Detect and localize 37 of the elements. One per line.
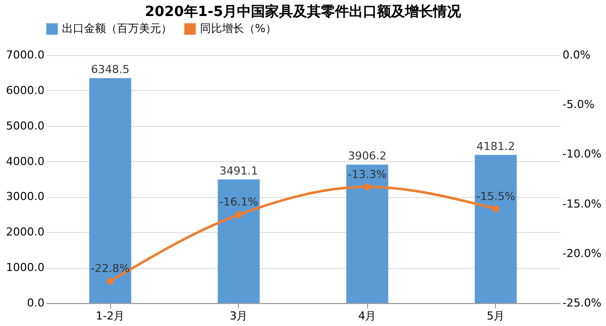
y2-tick-label: -15.0% (562, 197, 602, 210)
bar (346, 164, 388, 303)
y-tick-label: 3000.0 (6, 190, 44, 204)
data-label: -13.3% (348, 168, 387, 181)
data-label: 6348.5 (91, 63, 130, 76)
y2-tick-label: -5.0% (562, 98, 594, 112)
point (106, 278, 114, 285)
y2-tick-label: -20.0% (562, 246, 602, 260)
data-label: 3906.2 (348, 150, 386, 163)
y-tick-label: 4000.0 (6, 154, 44, 168)
legend-label: 出口金额（百万美元） (62, 22, 172, 35)
x-tick-label: 3月 (230, 310, 248, 322)
x-tick-label: 5月 (486, 310, 505, 322)
y-tick-label: 2000.0 (6, 226, 44, 239)
y2-tick-label: -10.0% (562, 148, 602, 161)
legend-label: 同比增长（%） (200, 22, 276, 35)
y-tick-label: 6000.0 (6, 84, 44, 97)
x-tick-label: 4月 (358, 310, 376, 322)
point (364, 183, 371, 190)
x-tick-label: 1-2月 (96, 310, 125, 322)
y2-tick-label: -25.0% (562, 296, 602, 310)
y-tick-label: 0.0 (27, 296, 44, 310)
bar (218, 179, 260, 303)
bar (474, 154, 517, 303)
chart-title: 2020年1-5月中国家具及其零件出口额及增长情况 (144, 3, 462, 20)
data-label: -15.5% (476, 190, 516, 203)
data-label: 4181.2 (476, 140, 515, 153)
y-tick-label: 1000.0 (6, 261, 44, 274)
data-label: -16.1% (219, 196, 258, 209)
data-label: -22.8% (90, 262, 130, 276)
point (235, 211, 242, 218)
y2-tick-label: 0.0% (562, 48, 590, 62)
point (492, 205, 500, 212)
bar (89, 78, 132, 303)
y-tick-label: 7000.0 (6, 48, 44, 62)
y-tick-label: 5000.0 (6, 119, 44, 132)
data-label: 3491.1 (220, 164, 258, 178)
